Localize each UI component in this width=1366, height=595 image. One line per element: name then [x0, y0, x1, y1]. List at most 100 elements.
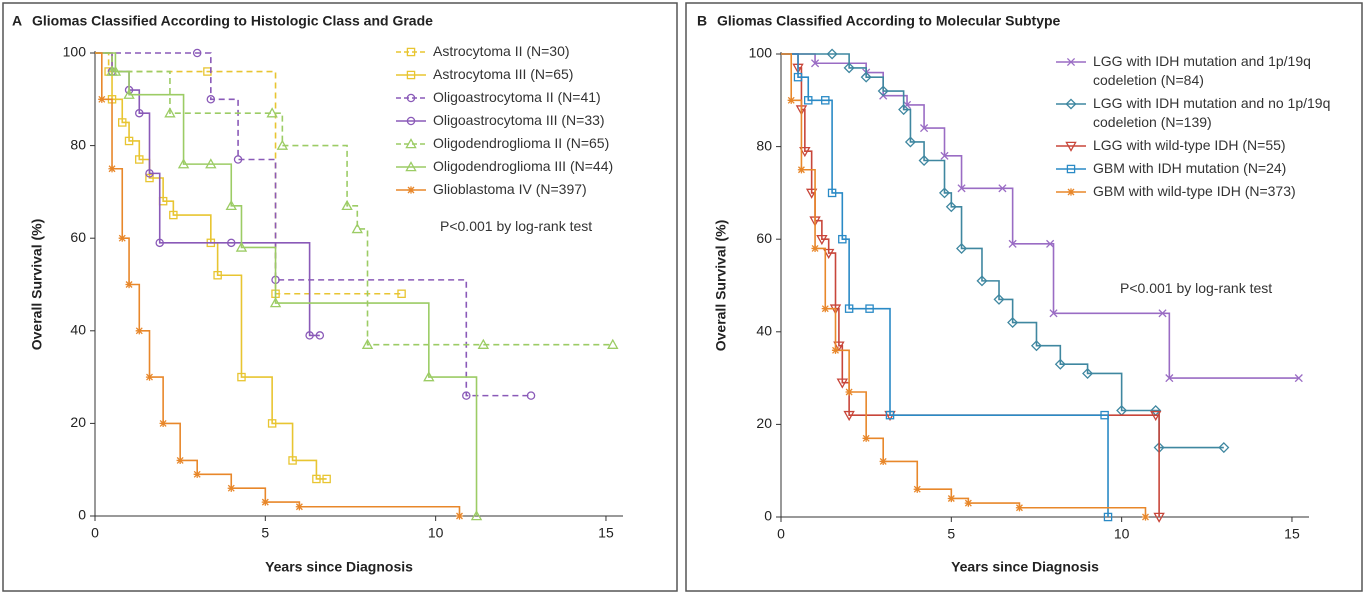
marker-shape	[341, 199, 353, 211]
marker-shape	[1008, 239, 1017, 248]
legend: LGG with IDH mutation and 1p/19q codelet…	[1055, 52, 1350, 205]
marker	[865, 304, 874, 313]
marker-shape	[877, 85, 889, 97]
marker-shape	[843, 62, 855, 74]
x-tick-label: 0	[777, 526, 785, 542]
marker-shape	[1015, 504, 1024, 512]
marker	[1066, 57, 1076, 67]
marker-shape	[1082, 367, 1094, 379]
marker-shape	[811, 244, 819, 253]
marker-shape	[176, 456, 184, 465]
legend-item: Astrocytoma II (N=30)	[395, 42, 665, 61]
marker	[838, 234, 847, 244]
marker-shape	[177, 158, 190, 169]
marker	[225, 199, 237, 211]
marker	[827, 188, 837, 198]
marker	[164, 107, 176, 118]
legend-swatch	[396, 116, 426, 126]
marker	[295, 503, 303, 511]
marker	[118, 118, 127, 127]
marker-shape	[1066, 57, 1076, 67]
marker-shape	[125, 280, 133, 289]
marker-shape	[860, 71, 872, 83]
marker	[938, 187, 951, 199]
marker-shape	[159, 419, 167, 427]
marker	[235, 241, 248, 252]
series	[781, 48, 1230, 454]
marker-shape	[1153, 512, 1165, 523]
chart-title: Gliomas Classified According to Histolog…	[32, 13, 433, 29]
marker	[1007, 317, 1019, 329]
series	[781, 53, 1150, 521]
marker	[920, 124, 929, 133]
marker-shape	[1054, 358, 1066, 370]
legend-item: LGG with IDH mutation and no 1p/19q code…	[1055, 94, 1350, 132]
series	[95, 52, 464, 520]
x-tick-label: 5	[261, 525, 269, 541]
marker-shape	[462, 391, 471, 400]
marker	[1008, 239, 1017, 248]
marker-shape	[225, 199, 237, 211]
marker-shape	[902, 100, 912, 109]
marker	[607, 338, 619, 349]
marker	[993, 293, 1005, 305]
marker	[269, 297, 282, 308]
x-axis-label: Years since Diagnosis	[951, 559, 1099, 575]
marker	[793, 72, 803, 82]
marker	[799, 146, 811, 158]
marker	[957, 184, 966, 193]
marker	[860, 71, 872, 83]
marker-shape	[237, 372, 246, 382]
legend-label: LGG with IDH mutation and no 1p/19q code…	[1093, 95, 1331, 130]
survival-line	[95, 52, 532, 397]
x-tick-label: 15	[1284, 526, 1300, 542]
marker	[233, 155, 243, 164]
marker	[361, 338, 374, 349]
marker-shape	[964, 499, 972, 507]
marker	[341, 199, 353, 211]
legend-item: GBM with IDH mutation (N=24)	[1055, 159, 1350, 178]
marker	[976, 275, 988, 287]
marker-shape	[976, 275, 988, 287]
y-axis-label: Overall Survival (%)	[29, 219, 45, 351]
marker-shape	[135, 155, 144, 164]
marker-shape	[315, 331, 325, 340]
marker-shape	[351, 223, 364, 234]
chart-title: Gliomas Classified According to Molecula…	[717, 13, 1061, 29]
marker	[423, 371, 435, 382]
marker	[898, 104, 910, 116]
marker	[108, 165, 116, 173]
y-tick-label: 80	[70, 136, 86, 152]
marker	[822, 248, 835, 260]
marker	[844, 304, 854, 313]
marker-shape	[305, 331, 314, 340]
marker	[1030, 340, 1043, 352]
marker	[940, 151, 949, 160]
marker	[406, 93, 416, 103]
marker	[879, 457, 887, 466]
marker-shape	[865, 304, 874, 313]
marker-shape	[793, 72, 803, 82]
marker-shape	[920, 124, 929, 133]
legend-label: LGG with IDH mutation and 1p/19q codelet…	[1093, 53, 1311, 88]
marker	[322, 474, 331, 484]
legend-swatch	[396, 161, 426, 172]
marker-shape	[526, 391, 536, 400]
marker	[109, 65, 122, 76]
marker-shape	[322, 474, 331, 484]
survival-line	[781, 53, 1160, 517]
marker	[177, 158, 190, 169]
marker	[145, 169, 154, 178]
marker-shape	[957, 184, 966, 193]
x-tick-label: 15	[598, 525, 614, 541]
series	[95, 52, 331, 484]
marker-shape	[1149, 410, 1162, 422]
marker	[169, 210, 178, 220]
marker-shape	[455, 512, 464, 520]
marker	[227, 484, 235, 492]
marker-shape	[1049, 309, 1058, 318]
marker-shape	[295, 503, 303, 511]
marker-shape	[169, 210, 178, 220]
marker	[206, 95, 216, 104]
legend-swatch	[1056, 98, 1086, 110]
